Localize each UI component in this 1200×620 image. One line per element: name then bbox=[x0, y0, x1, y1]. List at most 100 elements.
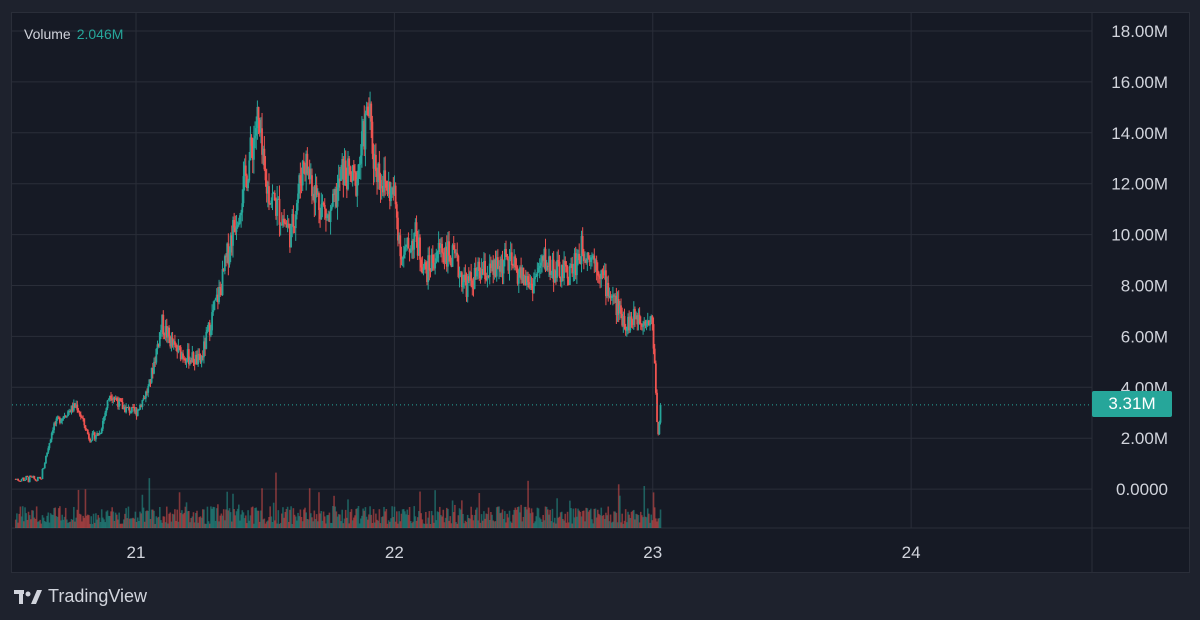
volume-bar bbox=[226, 491, 228, 528]
volume-bar bbox=[450, 523, 453, 528]
volume-bar bbox=[31, 510, 33, 528]
candle-body bbox=[440, 243, 442, 248]
volume-bar bbox=[88, 515, 90, 528]
volume-bar bbox=[441, 516, 443, 528]
candle-body bbox=[562, 265, 564, 278]
volume-bar bbox=[313, 510, 316, 528]
candle-body bbox=[505, 248, 507, 255]
candle-body bbox=[580, 235, 583, 264]
volume-bar bbox=[280, 513, 283, 528]
candle-body bbox=[444, 246, 447, 263]
volume-bar bbox=[272, 502, 275, 528]
volume-bar bbox=[550, 521, 553, 528]
candle-body bbox=[570, 263, 572, 266]
candle-body bbox=[643, 321, 646, 325]
candle-body bbox=[325, 208, 327, 219]
candle-body bbox=[405, 244, 407, 247]
volume-bar bbox=[174, 509, 176, 528]
candle-body bbox=[92, 432, 95, 434]
volume-bar bbox=[522, 516, 525, 528]
candle-body bbox=[329, 209, 332, 223]
candle-body bbox=[658, 422, 661, 435]
candle-body bbox=[355, 172, 358, 196]
volume-bar bbox=[344, 509, 347, 528]
volume-bar bbox=[639, 511, 642, 528]
candle-body bbox=[342, 158, 345, 186]
tradingview-brand[interactable]: TradingView bbox=[14, 586, 147, 607]
candle-body bbox=[98, 433, 101, 436]
candle-body bbox=[340, 169, 342, 181]
candle-body bbox=[149, 379, 152, 383]
volume-bar bbox=[454, 504, 456, 528]
volume-bar bbox=[624, 509, 627, 528]
volume-bar bbox=[132, 517, 134, 528]
candle-body bbox=[351, 165, 354, 182]
candle-body bbox=[206, 329, 209, 332]
volume-bar bbox=[168, 513, 170, 528]
volume-bar bbox=[357, 506, 360, 528]
candle-body bbox=[293, 226, 296, 229]
candle-body bbox=[240, 212, 243, 216]
volume-bar bbox=[545, 506, 548, 528]
volume-bar bbox=[456, 523, 459, 528]
candle-body bbox=[491, 260, 493, 269]
volume-bar bbox=[479, 522, 482, 528]
volume-bar bbox=[70, 518, 73, 528]
candle-body bbox=[36, 477, 39, 481]
candle-body bbox=[129, 412, 132, 414]
volume-bar bbox=[264, 523, 267, 528]
candle-body bbox=[553, 270, 556, 283]
candle-body bbox=[24, 480, 26, 482]
candle-body bbox=[514, 256, 517, 268]
volume-bar bbox=[84, 489, 87, 528]
volume-bar bbox=[208, 523, 211, 528]
volume-bar bbox=[462, 513, 464, 528]
volume-bar bbox=[238, 504, 240, 528]
candle-body bbox=[615, 295, 618, 316]
volume-bar bbox=[92, 513, 95, 528]
volume-bar bbox=[206, 506, 209, 528]
candle-body bbox=[53, 423, 55, 431]
volume-bar bbox=[162, 516, 165, 528]
candle-body bbox=[550, 273, 553, 275]
volume-bar bbox=[129, 518, 132, 528]
volume-bar bbox=[407, 514, 410, 528]
candle-body bbox=[613, 295, 615, 297]
candle-body bbox=[603, 270, 606, 276]
volume-bar bbox=[356, 508, 359, 528]
candle-body bbox=[438, 242, 441, 248]
volume-bar bbox=[176, 509, 179, 528]
volume-bar bbox=[656, 521, 658, 528]
candle-body bbox=[606, 282, 608, 297]
volume-bar bbox=[622, 523, 625, 528]
chart-area[interactable] bbox=[11, 12, 1190, 573]
volume-bar bbox=[198, 517, 201, 528]
volume-bar bbox=[425, 511, 427, 528]
candle-body bbox=[379, 179, 382, 189]
candle-body bbox=[467, 276, 470, 281]
volume-bar bbox=[224, 520, 226, 528]
candle-body bbox=[101, 421, 104, 429]
candle-body bbox=[634, 308, 636, 320]
volume-bar bbox=[215, 508, 218, 528]
candle-body bbox=[314, 185, 317, 203]
volume-bar bbox=[455, 522, 457, 528]
volume-bar bbox=[170, 521, 173, 528]
volume-bar bbox=[179, 512, 182, 528]
candle-body bbox=[564, 260, 567, 265]
volume-bar bbox=[406, 509, 409, 528]
candle-body bbox=[290, 225, 292, 248]
candle-body bbox=[212, 310, 215, 313]
volume-bar bbox=[260, 510, 262, 528]
candle-body bbox=[330, 206, 333, 210]
candle-body bbox=[315, 185, 318, 195]
volume-bar bbox=[365, 516, 368, 528]
candle-body bbox=[46, 452, 49, 456]
volume-bar bbox=[580, 516, 583, 528]
volume-bar bbox=[336, 516, 339, 528]
candle-body bbox=[487, 275, 490, 277]
volume-bar bbox=[278, 523, 281, 528]
candle-body bbox=[478, 261, 481, 272]
candle-body bbox=[194, 354, 197, 365]
volume-bar bbox=[588, 510, 591, 528]
